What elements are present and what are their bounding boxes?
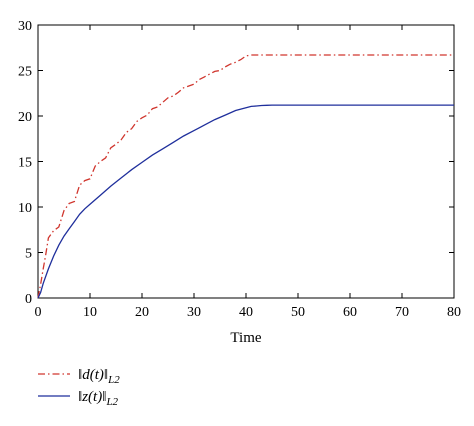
- x-tick-label: 70: [395, 305, 409, 320]
- plot-frame: [37, 24, 455, 299]
- legend-label-d: ‖d(t)‖L2: [78, 367, 120, 386]
- x-tick-label: 10: [83, 305, 97, 320]
- y-tick-label: 0: [25, 292, 32, 307]
- y-tick-label: 25: [18, 65, 32, 80]
- y-tick-label: 30: [18, 19, 32, 34]
- x-tick-label: 60: [343, 305, 357, 320]
- legend-label-z: ‖z(t)‖L2: [78, 389, 119, 408]
- x-tick-label: 0: [35, 305, 42, 320]
- series-lines: [37, 54, 454, 299]
- x-axis-label: Time: [230, 330, 261, 346]
- legend: ‖d(t)‖L2 ‖z(t)‖L2: [38, 367, 120, 408]
- y-tick-label: 20: [18, 110, 32, 125]
- x-tick-label: 20: [135, 305, 149, 320]
- axis-ticks: 0 10 20 30 40 50 60 70 80 0 5 10 15 20 25 30: [18, 19, 461, 320]
- x-tick-label: 30: [187, 305, 201, 320]
- x-tick-label: 80: [447, 305, 461, 320]
- y-tick-label: 5: [25, 247, 32, 262]
- series-line-z: [37, 104, 454, 299]
- x-tick-label: 40: [239, 305, 253, 320]
- y-tick-label: 15: [18, 156, 32, 171]
- y-tick-label: 10: [18, 201, 32, 216]
- x-tick-label: 50: [291, 305, 305, 320]
- series-line-d: [37, 54, 454, 299]
